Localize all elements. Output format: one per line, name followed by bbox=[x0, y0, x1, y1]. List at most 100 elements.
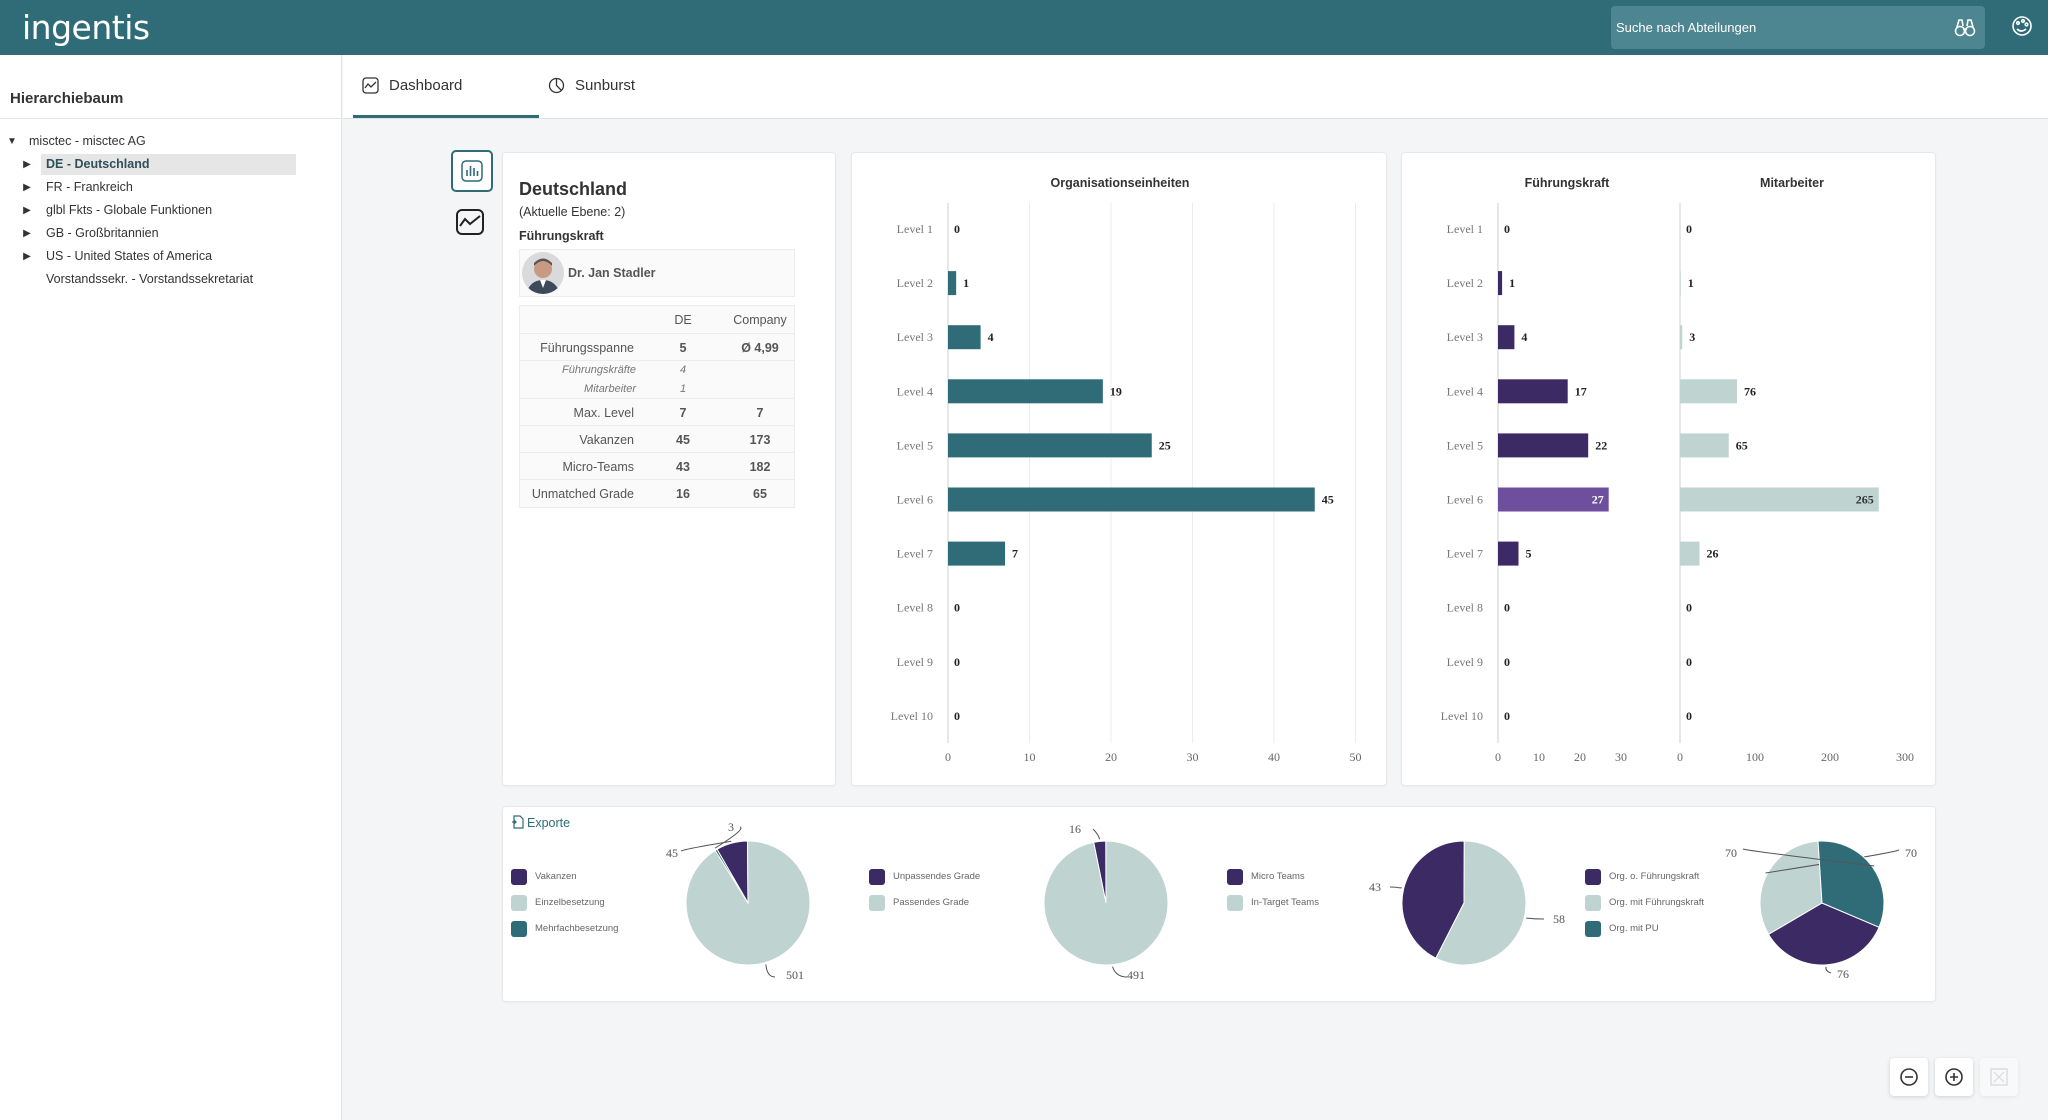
tab-bar: Dashboard Sunburst bbox=[343, 55, 2048, 119]
binoculars-icon[interactable] bbox=[1951, 14, 1979, 42]
row-label: Führungsspanne bbox=[540, 341, 634, 355]
table-header-row: DE Company bbox=[520, 306, 794, 334]
bar bbox=[948, 541, 1006, 566]
x-tick-label: 30 bbox=[1187, 750, 1199, 764]
table-row: Führungskräfte 4 bbox=[520, 361, 794, 380]
x-tick-label: 10 bbox=[1024, 750, 1036, 764]
caret-right-icon[interactable]: ▶ bbox=[23, 159, 31, 170]
bar-value-label: 65 bbox=[1736, 438, 1748, 452]
category-label: Level 5 bbox=[1447, 438, 1483, 452]
export-link[interactable]: Exporte bbox=[511, 815, 570, 830]
bar-value-label: 19 bbox=[1110, 384, 1122, 398]
bar-value-label: 27 bbox=[1592, 493, 1604, 507]
bar bbox=[1680, 541, 1700, 566]
caret-right-icon[interactable]: ▶ bbox=[23, 228, 31, 239]
line-chart-icon bbox=[456, 209, 484, 235]
table-row: Max. Level 7 7 bbox=[520, 399, 794, 426]
pie-slice bbox=[1043, 840, 1169, 966]
app-logo[interactable]: ingentis bbox=[22, 8, 150, 47]
org-units-chart-card: Organisationseinheiten Level 1 Level 2 Lev… bbox=[851, 152, 1387, 786]
bar-value-label: 0 bbox=[1686, 222, 1692, 236]
bar-value-label: 0 bbox=[1686, 601, 1692, 615]
category-label: Level 9 bbox=[1447, 655, 1483, 669]
leader-card[interactable]: Dr. Jan Stadler bbox=[519, 249, 795, 297]
row-label: Unmatched Grade bbox=[531, 487, 634, 501]
export-label: Exporte bbox=[527, 816, 571, 830]
tab-dashboard[interactable]: Dashboard bbox=[353, 55, 539, 118]
legend-swatch bbox=[1585, 895, 1601, 911]
tab-label: Dashboard bbox=[389, 77, 463, 94]
caret-right-icon[interactable]: ▶ bbox=[23, 205, 31, 216]
bar-value-label: 0 bbox=[1686, 655, 1692, 669]
tree-item-label: US - United States of America bbox=[46, 249, 213, 263]
legend-swatch bbox=[511, 895, 527, 911]
tab-sunburst[interactable]: Sunburst bbox=[539, 55, 679, 118]
hierarchy-sidebar: Hierarchiebaum ▼ misctec - misctec AG ▶ … bbox=[0, 55, 342, 1120]
bar bbox=[1498, 325, 1515, 350]
line-chart-view-button[interactable] bbox=[451, 203, 493, 245]
table-row: Führungsspanne 5 Ø 4,99 bbox=[520, 334, 794, 361]
pie-value-label: 45 bbox=[666, 846, 678, 860]
cell-company: 173 bbox=[749, 433, 771, 447]
cell-de: 4 bbox=[679, 364, 687, 376]
zoom-in-button[interactable] bbox=[1935, 1058, 1973, 1096]
table-row: Micro-Teams 43 182 bbox=[520, 453, 794, 480]
category-label: Level 1 bbox=[897, 222, 933, 236]
bar-value-label: 17 bbox=[1575, 384, 1587, 398]
bar-value-label: 0 bbox=[1504, 709, 1510, 723]
divider bbox=[0, 118, 341, 119]
tab-label: Sunburst bbox=[575, 77, 636, 94]
pie-value-label: 43 bbox=[1369, 880, 1381, 894]
cell-de: 5 bbox=[679, 341, 687, 355]
pie-leader-line bbox=[1526, 917, 1545, 920]
bar-chart-view-button[interactable] bbox=[451, 150, 493, 192]
category-label: Level 7 bbox=[1447, 547, 1483, 561]
pie-leader-line bbox=[1825, 966, 1832, 974]
legend-label: Micro Teams bbox=[1251, 871, 1305, 882]
pie-value-label: 501 bbox=[786, 968, 804, 982]
caret-right-icon[interactable]: ▶ bbox=[23, 251, 31, 262]
sidebar-title: Hierarchiebaum bbox=[10, 90, 124, 107]
category-label: Level 10 bbox=[891, 709, 933, 723]
category-label: Level 9 bbox=[897, 655, 933, 669]
legend-label: Unpassendes Grade bbox=[893, 871, 981, 882]
legend-swatch bbox=[1227, 895, 1243, 911]
leader-heading: Führungskraft bbox=[519, 229, 604, 243]
bar bbox=[1680, 271, 1681, 296]
x-tick-label: 10 bbox=[1533, 750, 1545, 764]
legend-label: In-Target Teams bbox=[1251, 897, 1319, 908]
category-label: Level 6 bbox=[1447, 493, 1483, 507]
pie-leader-line bbox=[714, 826, 742, 849]
bar-value-label: 1 bbox=[1509, 276, 1515, 290]
legend-swatch bbox=[511, 869, 527, 885]
bar-value-label: 1 bbox=[1688, 276, 1694, 290]
bar bbox=[1498, 379, 1568, 404]
cell-de: 43 bbox=[676, 460, 690, 474]
pie-value-label: 3 bbox=[728, 820, 734, 834]
unit-level: (Aktuelle Ebene: 2) bbox=[519, 205, 626, 219]
palette-icon[interactable] bbox=[2008, 12, 2036, 40]
bar-value-label: 5 bbox=[1526, 547, 1532, 561]
category-label: Level 7 bbox=[897, 547, 933, 561]
fit-screen-button[interactable] bbox=[1980, 1058, 2018, 1096]
caret-right-icon[interactable]: ▶ bbox=[23, 182, 31, 193]
cell-company: 65 bbox=[753, 487, 767, 501]
bar bbox=[1680, 433, 1729, 458]
caret-down-icon[interactable]: ▼ bbox=[7, 136, 17, 147]
tree-item-label: GB - Großbritannien bbox=[46, 226, 159, 240]
tree-item-label: Vorstandssekr. - Vorstandssekretariat bbox=[46, 272, 254, 286]
search-input[interactable] bbox=[1611, 6, 1931, 49]
category-label: Level 2 bbox=[1447, 276, 1483, 290]
tree-item-label: DE - Deutschland bbox=[41, 154, 296, 175]
bar-value-label: 22 bbox=[1595, 438, 1607, 452]
bar-value-label: 7 bbox=[1012, 547, 1018, 561]
bar bbox=[948, 379, 1103, 404]
x-tick-label: 40 bbox=[1268, 750, 1280, 764]
pie-leader-line bbox=[765, 964, 776, 978]
zoom-out-button[interactable] bbox=[1890, 1058, 1928, 1096]
x-tick-label: 100 bbox=[1746, 750, 1764, 764]
tree-item-label: FR - Frankreich bbox=[46, 180, 133, 194]
bar bbox=[1498, 487, 1609, 512]
bar bbox=[948, 271, 957, 296]
cell-de: 45 bbox=[676, 433, 690, 447]
